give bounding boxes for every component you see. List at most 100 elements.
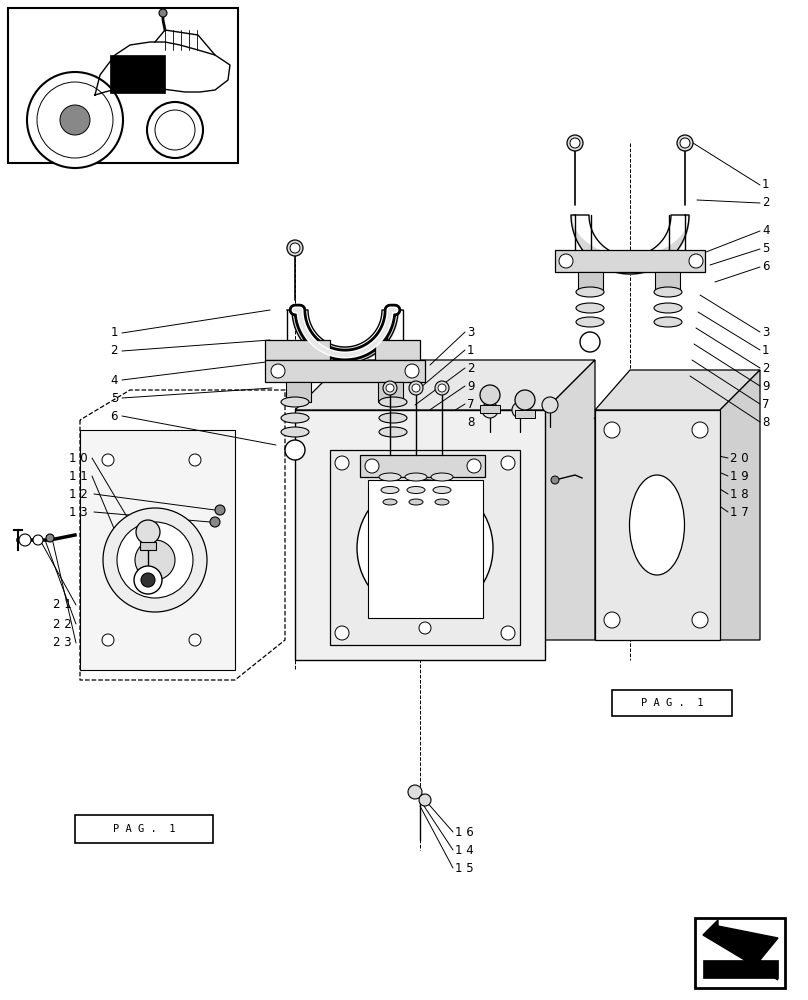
- Ellipse shape: [281, 413, 309, 423]
- Circle shape: [60, 105, 90, 135]
- Circle shape: [287, 240, 303, 256]
- Circle shape: [290, 243, 300, 253]
- Bar: [368, 480, 483, 618]
- Circle shape: [189, 634, 201, 646]
- Text: 1 2: 1 2: [69, 488, 88, 500]
- Ellipse shape: [576, 317, 604, 327]
- Text: 1 9: 1 9: [730, 470, 749, 483]
- Text: 1: 1: [762, 178, 769, 192]
- Ellipse shape: [433, 487, 451, 493]
- Ellipse shape: [379, 397, 407, 407]
- Text: 2 0: 2 0: [730, 452, 749, 464]
- Circle shape: [19, 534, 31, 546]
- Bar: [295, 410, 545, 660]
- Text: 4: 4: [762, 225, 769, 237]
- Circle shape: [285, 440, 305, 460]
- Circle shape: [386, 384, 394, 392]
- Ellipse shape: [576, 287, 604, 297]
- Ellipse shape: [281, 427, 309, 437]
- Ellipse shape: [379, 413, 407, 423]
- Circle shape: [692, 422, 708, 438]
- Bar: [555, 250, 705, 272]
- Circle shape: [155, 110, 195, 150]
- Polygon shape: [545, 360, 595, 640]
- Circle shape: [438, 384, 446, 392]
- Circle shape: [215, 505, 225, 515]
- Circle shape: [412, 384, 420, 392]
- Circle shape: [117, 522, 193, 598]
- Circle shape: [271, 364, 285, 378]
- Bar: [75, 815, 213, 843]
- Circle shape: [357, 480, 493, 616]
- Polygon shape: [265, 340, 330, 360]
- Circle shape: [604, 422, 620, 438]
- Polygon shape: [703, 920, 778, 980]
- Bar: [480, 405, 500, 413]
- Ellipse shape: [654, 303, 682, 313]
- Text: 1 1: 1 1: [69, 470, 88, 483]
- Circle shape: [567, 135, 583, 151]
- Circle shape: [210, 517, 220, 527]
- Text: 9: 9: [762, 379, 769, 392]
- Bar: [378, 382, 403, 402]
- Circle shape: [134, 566, 162, 594]
- Bar: [8, 8, 238, 163]
- Text: 9: 9: [467, 379, 474, 392]
- Text: P A G .  1: P A G . 1: [641, 698, 703, 708]
- Text: 7: 7: [762, 397, 769, 410]
- Text: 6: 6: [111, 410, 118, 422]
- Ellipse shape: [405, 473, 427, 481]
- Bar: [655, 272, 680, 292]
- Circle shape: [335, 456, 349, 470]
- Circle shape: [27, 72, 123, 168]
- Ellipse shape: [629, 475, 684, 575]
- Text: 1 0: 1 0: [69, 452, 88, 464]
- Ellipse shape: [407, 487, 425, 493]
- Bar: [110, 55, 165, 93]
- Ellipse shape: [409, 499, 423, 505]
- Circle shape: [604, 612, 620, 628]
- Bar: [360, 455, 485, 477]
- Text: 1: 1: [762, 344, 769, 357]
- Ellipse shape: [379, 473, 401, 481]
- Text: 2: 2: [762, 361, 769, 374]
- Circle shape: [677, 135, 693, 151]
- Circle shape: [515, 390, 535, 410]
- Text: 1 8: 1 8: [730, 488, 749, 500]
- Circle shape: [383, 381, 397, 395]
- Circle shape: [408, 785, 422, 799]
- Text: 8: 8: [467, 416, 474, 428]
- Circle shape: [33, 535, 43, 545]
- Bar: [140, 542, 156, 550]
- Polygon shape: [595, 370, 760, 410]
- Circle shape: [141, 573, 155, 587]
- Bar: [695, 918, 785, 988]
- Polygon shape: [720, 370, 760, 640]
- Text: 5: 5: [762, 242, 769, 255]
- Bar: [578, 272, 603, 292]
- Bar: [612, 690, 732, 716]
- Ellipse shape: [431, 473, 453, 481]
- Text: 3: 3: [762, 326, 769, 338]
- Text: 1 3: 1 3: [69, 506, 88, 518]
- Ellipse shape: [379, 427, 407, 437]
- Ellipse shape: [383, 499, 397, 505]
- Text: P A G .  1: P A G . 1: [113, 824, 175, 834]
- Text: 2 1: 2 1: [53, 598, 72, 611]
- Text: 2 3: 2 3: [53, 637, 72, 650]
- Circle shape: [480, 385, 500, 405]
- Circle shape: [409, 381, 423, 395]
- Text: 5: 5: [111, 391, 118, 404]
- Text: 2: 2: [762, 196, 769, 210]
- Text: 1: 1: [467, 344, 474, 357]
- Text: 1 5: 1 5: [455, 861, 473, 874]
- Circle shape: [102, 454, 114, 466]
- Circle shape: [419, 622, 431, 634]
- Circle shape: [147, 102, 203, 158]
- Ellipse shape: [654, 287, 682, 297]
- Circle shape: [159, 9, 167, 17]
- Circle shape: [689, 254, 703, 268]
- Circle shape: [419, 794, 431, 806]
- Circle shape: [512, 402, 528, 418]
- Circle shape: [501, 626, 515, 640]
